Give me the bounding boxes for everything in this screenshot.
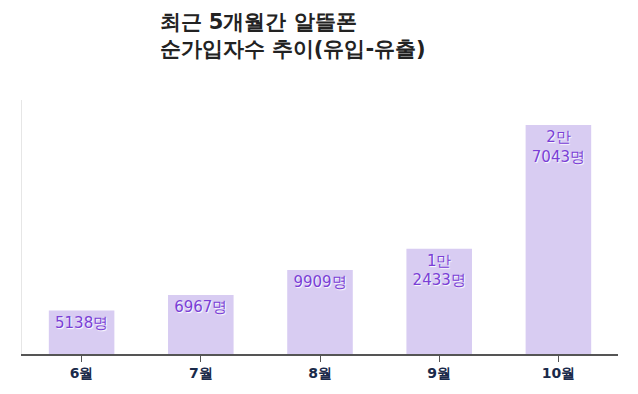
svg-text:2만7043명: 2만7043명 — [532, 128, 585, 166]
svg-text:5138명: 5138명 — [55, 314, 108, 332]
svg-text:10월: 10월 — [542, 365, 575, 381]
svg-text:1만2433명: 1만2433명 — [413, 252, 466, 289]
svg-text:8월: 8월 — [308, 365, 332, 381]
svg-text:6967명: 6967명 — [174, 298, 227, 316]
svg-text:7월: 7월 — [189, 365, 213, 381]
svg-text:9909명: 9909명 — [293, 273, 346, 291]
svg-text:최근 5개월간 알뜰폰순가입자수 추이(유입-유출): 최근 5개월간 알뜰폰순가입자수 추이(유입-유출) — [160, 10, 426, 61]
svg-text:6월: 6월 — [70, 365, 94, 381]
svg-text:9월: 9월 — [427, 365, 451, 381]
